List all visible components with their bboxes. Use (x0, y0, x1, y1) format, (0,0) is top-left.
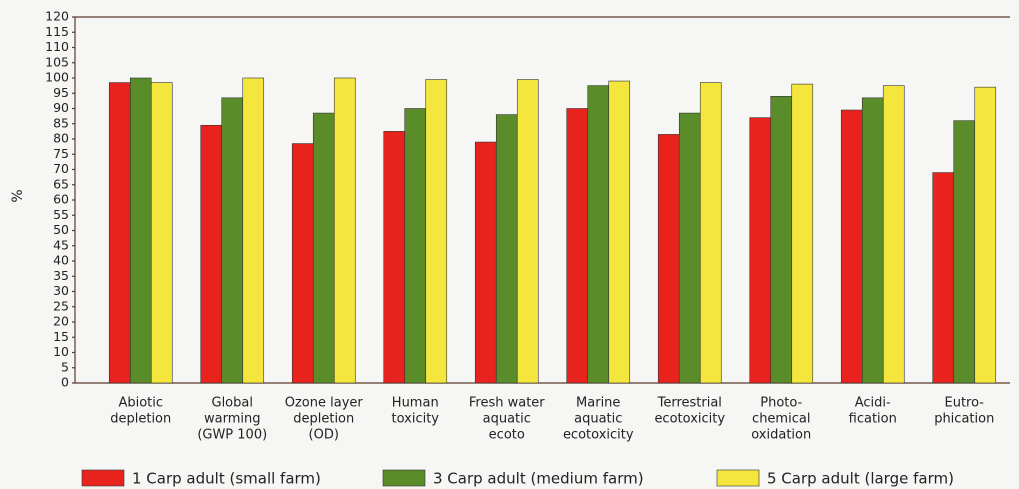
legend-label: 3 Carp adult (medium farm) (433, 470, 644, 488)
legend-swatch (716, 469, 760, 487)
y-tick-label: 50 (53, 222, 69, 237)
x-tick-label: (OD) (309, 428, 339, 443)
x-tick-label: ecoto (489, 428, 525, 443)
bar (150, 82, 173, 384)
y-tick-label: 55 (53, 207, 69, 222)
bar (587, 85, 610, 384)
x-tick-label: fication (849, 412, 897, 427)
bar (566, 108, 589, 384)
y-tick-label: 115 (45, 24, 69, 39)
x-tick-label: depletion (110, 412, 171, 427)
legend-swatch (81, 469, 125, 487)
y-tick-label: 95 (53, 85, 69, 100)
y-tick-label: 75 (53, 146, 69, 161)
x-tick-label: Eutro- (945, 396, 985, 411)
x-tick-label: Global (212, 396, 253, 411)
y-tick-label: 70 (53, 161, 69, 176)
bar (312, 112, 335, 384)
y-tick-label: 65 (53, 176, 69, 191)
x-tick-label: chemical (752, 412, 810, 427)
y-tick-label: 30 (53, 283, 69, 298)
x-tick-label: ecotoxicity (654, 412, 725, 427)
bar (333, 77, 356, 384)
x-tick-label: Ozone layer (285, 396, 364, 411)
legend-label: 5 Carp adult (large farm) (767, 470, 954, 488)
x-tick-label: Photo- (760, 396, 802, 411)
x-tick-label: Acidi- (855, 396, 891, 411)
bar (608, 80, 631, 384)
x-tick-label: toxicity (391, 412, 439, 427)
bar (882, 85, 905, 384)
bar (242, 77, 265, 384)
x-tick-label: warming (204, 412, 260, 427)
legend-label: 1 Carp adult (small farm) (132, 470, 321, 488)
bar (953, 120, 976, 384)
bar (861, 97, 884, 384)
bar (516, 79, 539, 384)
bar (840, 109, 863, 384)
bar (974, 86, 997, 384)
y-tick-label: 105 (45, 54, 69, 69)
y-tick-label: 20 (53, 314, 69, 329)
y-tick-label: 100 (45, 70, 69, 85)
bar (221, 97, 244, 384)
y-tick-label: 5 (61, 359, 69, 374)
y-tick-label: 90 (53, 100, 69, 115)
bar (932, 172, 955, 384)
x-tick-label: aquatic (574, 412, 622, 427)
y-tick-label: 60 (53, 192, 69, 207)
x-tick-label: depletion (293, 412, 354, 427)
bar (291, 143, 314, 384)
bar (108, 82, 131, 384)
bar (425, 79, 448, 384)
y-tick-label: 85 (53, 115, 69, 130)
y-axis-label: % (10, 189, 26, 202)
legend-swatch (382, 469, 426, 487)
bar (657, 134, 680, 384)
y-tick-label: 120 (45, 9, 69, 24)
y-tick-label: 45 (53, 237, 69, 252)
y-tick-label: 40 (53, 253, 69, 268)
x-tick-label: Terrestrial (657, 396, 722, 411)
x-tick-label: aquatic (483, 412, 531, 427)
x-tick-label: Human (392, 396, 439, 411)
x-tick-label: (GWP 100) (197, 428, 267, 443)
bar (791, 83, 814, 384)
y-tick-label: 0 (61, 375, 69, 390)
x-tick-label: Abiotic (118, 396, 163, 411)
bar (200, 124, 223, 384)
y-tick-label: 35 (53, 268, 69, 283)
x-tick-label: Marine (576, 396, 620, 411)
bar (678, 112, 701, 384)
x-tick-label: phication (934, 412, 994, 427)
bar (699, 82, 722, 384)
x-tick-label: Fresh water (469, 396, 545, 411)
y-tick-label: 110 (45, 39, 69, 54)
y-tick-label: 25 (53, 298, 69, 313)
bar (495, 114, 518, 384)
y-tick-label: 10 (53, 344, 69, 359)
x-tick-label: oxidation (751, 428, 811, 443)
bar (474, 141, 497, 384)
x-tick-label: ecotoxicity (563, 428, 634, 443)
bar (770, 96, 793, 384)
bar (383, 131, 406, 384)
y-tick-label: 15 (53, 329, 69, 344)
bar (749, 117, 772, 384)
bar (129, 77, 152, 384)
y-tick-label: 80 (53, 131, 69, 146)
bar (404, 108, 427, 384)
